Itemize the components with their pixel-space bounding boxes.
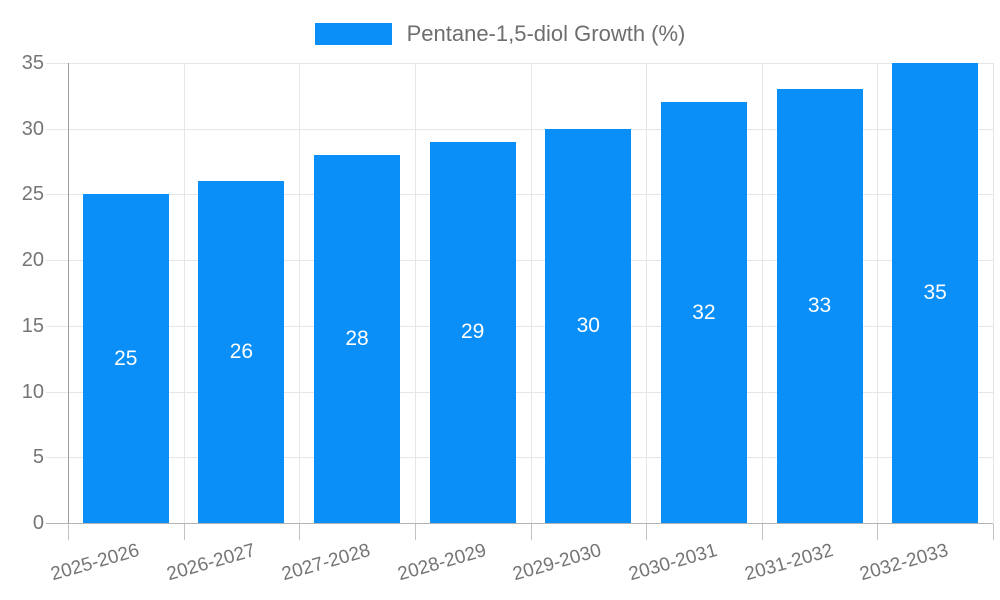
- x-tick-label: 2026-2027: [164, 540, 258, 586]
- y-tick-label: 15: [21, 314, 44, 337]
- h-gridline: [46, 63, 993, 64]
- v-gridline: [530, 63, 532, 523]
- bar[interactable]: [198, 181, 285, 523]
- x-tick-label: 2031-2032: [742, 540, 836, 586]
- bar[interactable]: [314, 155, 401, 523]
- y-tick-label: 5: [32, 446, 44, 469]
- category-tick: [183, 524, 185, 540]
- category-tick: [68, 524, 69, 540]
- category-tick: [530, 524, 532, 540]
- y-tick-label: 35: [21, 52, 44, 74]
- h-gridline: [46, 325, 993, 327]
- v-gridline: [993, 63, 994, 523]
- category-tick: [299, 524, 301, 540]
- y-tick-label: 25: [21, 183, 44, 206]
- category-tick: [646, 524, 648, 540]
- h-gridline: [46, 391, 993, 393]
- v-gridline: [646, 63, 648, 523]
- x-tick-label: 2027-2028: [279, 540, 373, 586]
- bar[interactable]: [545, 128, 632, 523]
- x-tick-label: 2025-2026: [48, 540, 142, 586]
- bar[interactable]: [892, 63, 979, 523]
- bar[interactable]: [660, 102, 747, 523]
- bar[interactable]: [776, 89, 863, 523]
- h-gridline: [46, 194, 993, 196]
- x-tick-label: 2028-2029: [395, 540, 489, 586]
- h-gridline: [46, 260, 993, 262]
- h-gridline: [46, 128, 993, 130]
- category-tick: [993, 524, 994, 540]
- x-tick-label: 2029-2030: [510, 540, 605, 586]
- bar[interactable]: [429, 141, 516, 523]
- category-tick: [414, 524, 416, 540]
- category-tick: [761, 524, 763, 540]
- legend-item[interactable]: Pentane-1,5-diol Growth (%): [314, 21, 686, 47]
- y-axis-line: [68, 63, 69, 540]
- category-tick: [877, 524, 879, 540]
- x-axis-line: [46, 523, 993, 524]
- h-gridline: [46, 457, 993, 459]
- v-gridline: [414, 63, 416, 523]
- x-tick-label: 2032-2033: [857, 540, 951, 586]
- y-tick-label: 10: [21, 380, 44, 403]
- y-tick-label: 0: [32, 512, 44, 534]
- legend-color-swatch: [314, 23, 392, 45]
- bar[interactable]: [82, 194, 169, 523]
- v-gridline: [183, 63, 185, 523]
- v-gridline: [877, 63, 879, 523]
- v-gridline: [761, 63, 763, 523]
- y-tick-label: 20: [21, 249, 44, 272]
- y-tick-label: 30: [21, 117, 44, 140]
- v-gridline: [299, 63, 301, 523]
- x-tick-label: 2030-2031: [626, 540, 720, 586]
- legend: Pentane-1,5-diol Growth (%): [0, 21, 1000, 47]
- legend-label: Pentane-1,5-diol Growth (%): [406, 21, 686, 46]
